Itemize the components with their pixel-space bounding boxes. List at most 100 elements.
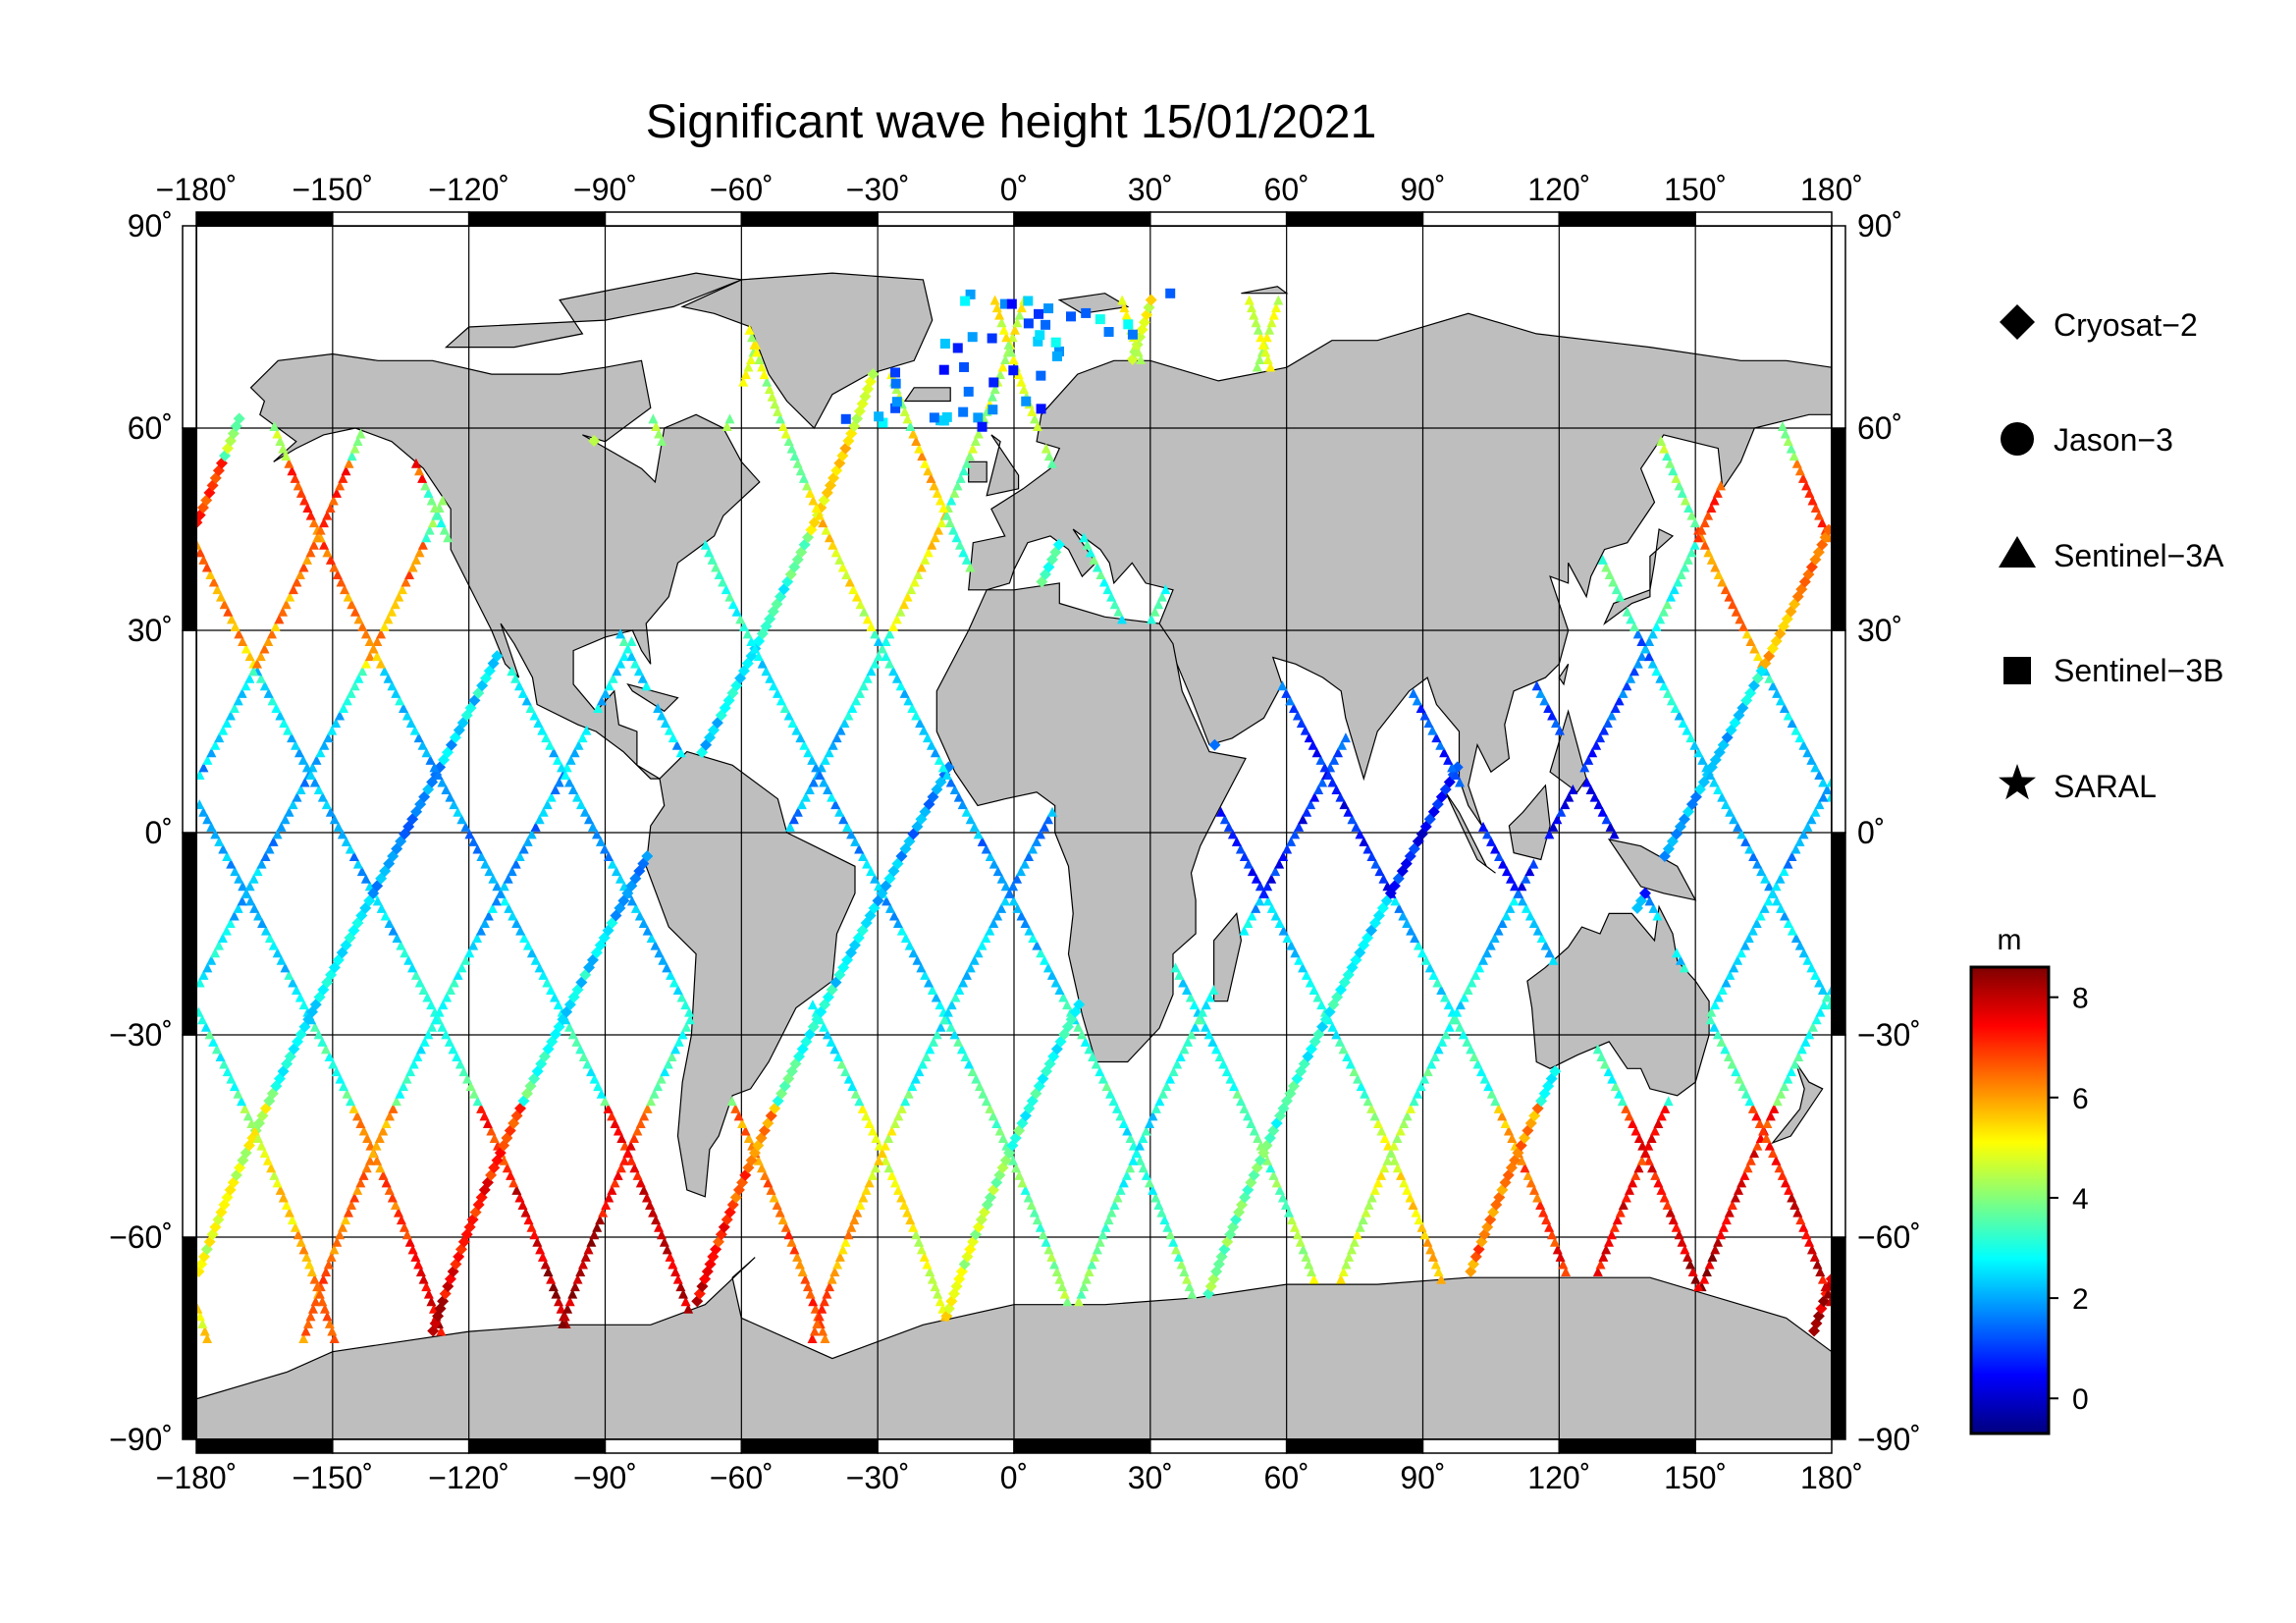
track-point: [1679, 962, 1689, 973]
track-point: [1433, 1044, 1444, 1055]
track-point: [348, 1103, 359, 1113]
track-point: [1497, 1110, 1508, 1121]
square-icon: [2003, 657, 2031, 684]
track-point: [1536, 933, 1547, 944]
frame-band: [1831, 629, 1846, 834]
track-point: [988, 858, 999, 869]
track-point: [1036, 404, 1046, 414]
track-point: [541, 732, 552, 743]
track-point: [684, 1014, 695, 1025]
track-point: [256, 1140, 267, 1151]
track-point: [272, 428, 283, 439]
track-point: [945, 777, 956, 787]
star-icon: [1999, 764, 2036, 800]
track-point: [266, 628, 277, 639]
track-point: [1308, 1273, 1319, 1284]
track-point: [828, 539, 838, 550]
track-point: [1351, 821, 1362, 832]
track-point: [343, 591, 353, 602]
track-point: [1556, 806, 1567, 817]
track-point: [449, 799, 459, 810]
track-point: [1171, 1244, 1182, 1255]
track-point: [961, 806, 972, 817]
track-point: [240, 1147, 252, 1160]
track-point: [1780, 910, 1790, 921]
track-point: [545, 739, 556, 750]
track-point: [888, 621, 899, 631]
track-point: [1724, 1207, 1735, 1217]
track-point: [444, 1036, 454, 1047]
track-point: [1419, 1073, 1430, 1084]
track-point: [981, 843, 991, 854]
track-point: [899, 406, 910, 416]
track-point: [598, 1207, 609, 1217]
track-point: [656, 1073, 667, 1084]
track-point: [1500, 1117, 1511, 1128]
track-point: [941, 510, 952, 520]
track-point: [1807, 1021, 1818, 1032]
track-point: [1801, 480, 1812, 491]
track-point: [676, 992, 687, 1002]
track-point: [1783, 858, 1793, 869]
track-point: [1443, 754, 1454, 765]
track-point: [1581, 777, 1592, 787]
track-point: [1208, 984, 1219, 995]
track-point: [1713, 1236, 1724, 1247]
track-point: [1783, 436, 1793, 447]
track-point: [1008, 895, 1019, 906]
track-point: [476, 925, 487, 936]
track-point: [417, 739, 428, 750]
track-point: [1154, 1096, 1165, 1107]
track-point: [1789, 1200, 1800, 1211]
track-point: [825, 1281, 835, 1292]
track-point: [908, 1221, 919, 1232]
track-point: [415, 1267, 426, 1277]
track-point: [871, 1163, 881, 1173]
track-point: [1160, 584, 1171, 595]
track-point: [1452, 1006, 1463, 1017]
frame-band: [182, 832, 197, 1036]
track-point: [300, 1325, 311, 1336]
track-point: [1278, 925, 1289, 936]
track-point: [792, 806, 803, 817]
track-point: [622, 1148, 633, 1159]
track-point: [1544, 829, 1555, 839]
track-point: [331, 718, 342, 729]
track-point: [230, 621, 240, 631]
track-point: [906, 584, 917, 595]
track-point: [322, 510, 333, 520]
track-point: [1794, 732, 1805, 743]
track-point: [1416, 947, 1427, 958]
track-point: [1786, 443, 1796, 454]
track-point: [803, 747, 814, 758]
track-point: [769, 680, 779, 691]
track-point: [789, 451, 800, 461]
track-point: [338, 1221, 348, 1232]
track-point: [754, 353, 765, 364]
track-point: [317, 1296, 328, 1307]
track-point: [967, 332, 978, 343]
track-point: [1257, 339, 1268, 350]
track-point: [1134, 1140, 1145, 1151]
track-point: [737, 1117, 748, 1128]
track-point: [1128, 1155, 1139, 1165]
track-point: [530, 954, 541, 965]
land-polygon: [1445, 791, 1496, 874]
track-point: [824, 532, 834, 543]
track-point: [995, 369, 1006, 380]
track-point: [255, 651, 266, 662]
track-point: [1624, 1110, 1634, 1121]
track-point: [1821, 992, 1832, 1002]
track-point: [1633, 1163, 1644, 1173]
track-point: [1764, 881, 1775, 892]
track-point: [1790, 725, 1801, 735]
track-point: [1012, 902, 1023, 913]
frame-band: [1285, 211, 1424, 227]
track-point: [1265, 1163, 1276, 1173]
track-point: [632, 1125, 643, 1136]
track-point: [1665, 1207, 1676, 1217]
track-point: [1306, 799, 1316, 810]
track-point: [511, 918, 522, 929]
track-point: [1447, 762, 1458, 773]
lat-tick-label: 90˚: [128, 208, 173, 243]
